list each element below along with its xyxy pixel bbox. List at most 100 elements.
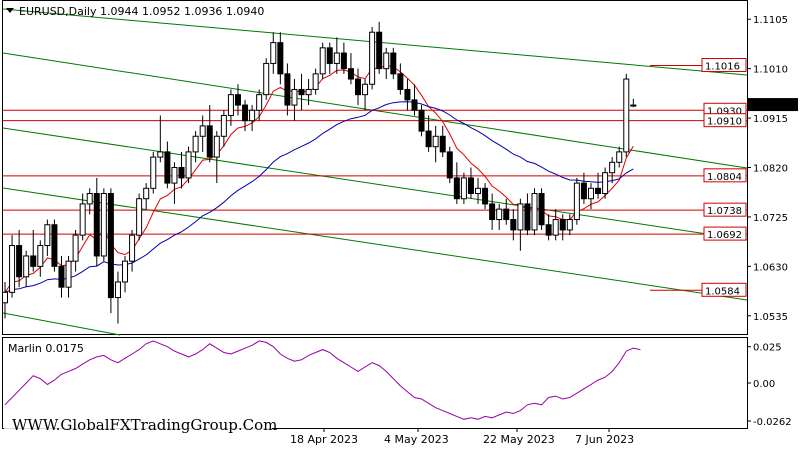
date-label: 22 May 2023 [483, 433, 555, 446]
candle-body [623, 78, 630, 153]
candle [390, 47, 397, 80]
candle [418, 105, 425, 137]
candle-body [566, 219, 573, 231]
candle-body [489, 203, 496, 221]
candle [270, 32, 277, 74]
candle-body [319, 47, 326, 75]
candle-body [524, 203, 531, 231]
candle-body [404, 88, 411, 101]
candle-body [178, 167, 185, 179]
candle [552, 209, 559, 241]
candle-body [2, 291, 8, 304]
candle [37, 240, 44, 277]
candle [446, 146, 453, 184]
candle-body [531, 193, 538, 231]
candle [107, 188, 114, 314]
candle [425, 115, 432, 152]
candle [30, 229, 37, 272]
candle [566, 214, 573, 236]
candle-body [249, 109, 256, 122]
candle [595, 172, 602, 199]
candle [242, 99, 249, 132]
candle-body [93, 193, 100, 257]
candle [467, 167, 474, 199]
current-price-box [748, 98, 798, 112]
candle-body [213, 135, 220, 158]
candle-body [185, 151, 192, 179]
candle-body [397, 73, 404, 90]
candle-body [192, 135, 199, 153]
candle [277, 32, 284, 85]
candle-body [30, 255, 37, 267]
candlesticks [2, 21, 637, 324]
candle-body [616, 151, 623, 163]
candle [326, 42, 333, 74]
symbol-info: EURUSD,Daily 1.0944 1.0952 1.0936 1.0940 [19, 5, 264, 18]
candle [623, 73, 630, 158]
marlin-indicator: 0.025 0.00 -0.0262 [4, 340, 792, 428]
candle-body [9, 245, 16, 293]
candle-body [129, 234, 136, 262]
price-tick-label: 1.0630 [753, 262, 788, 273]
candle-body [439, 135, 446, 153]
indicator-title: Marlin [8, 342, 42, 355]
candle-body [460, 177, 467, 200]
candle [573, 177, 580, 225]
candle-body [171, 167, 178, 184]
candle-body [482, 187, 489, 205]
candle-body [16, 245, 23, 278]
indicator-tick-label: 0.025 [753, 343, 782, 354]
candle [411, 84, 418, 116]
level-tag-box [703, 202, 747, 217]
candle [86, 188, 93, 215]
candle-body [425, 130, 432, 148]
candle [199, 115, 206, 152]
date-label: 4 May 2023 [384, 433, 449, 446]
candle [256, 89, 263, 121]
candle-body [136, 198, 143, 236]
candle [559, 214, 566, 241]
candle [79, 193, 86, 241]
candle-body [503, 208, 510, 221]
price-tick-label: 1.0535 [753, 312, 788, 323]
candle [489, 193, 496, 230]
candle-body [150, 156, 157, 189]
level-tag-box [703, 113, 747, 128]
candle-body [227, 94, 234, 116]
candle [355, 68, 361, 106]
date-label: 7 Jun 2023 [575, 433, 634, 446]
candle-body [122, 260, 129, 283]
candle [227, 89, 234, 126]
candle [284, 63, 291, 116]
candle-body [418, 109, 425, 132]
dropdown-arrow-icon[interactable] [6, 8, 14, 13]
candle [305, 79, 312, 106]
candle [114, 271, 121, 324]
candle-body [545, 224, 552, 236]
indicator-value: 0.0175 [45, 342, 84, 355]
candle [298, 73, 305, 111]
candle [319, 42, 326, 80]
candle [333, 37, 340, 74]
candle-body [199, 125, 206, 137]
candle-body [517, 203, 524, 231]
candle-body [143, 187, 150, 200]
candle-body [538, 193, 545, 226]
candle-body [383, 52, 390, 70]
candle [432, 125, 439, 163]
candle [404, 79, 411, 111]
level-tag-label: 1.0804 [707, 172, 742, 183]
candle-body [23, 255, 30, 278]
candle [510, 209, 517, 241]
candle-body [51, 224, 58, 267]
candle-body [411, 99, 418, 111]
candle-body [559, 219, 566, 231]
candle-body [595, 187, 602, 195]
indicator-tick-label: 0.00 [753, 379, 775, 390]
candle [587, 183, 594, 210]
candle [2, 281, 8, 319]
candle-body [164, 151, 171, 184]
candle-body [475, 187, 482, 195]
